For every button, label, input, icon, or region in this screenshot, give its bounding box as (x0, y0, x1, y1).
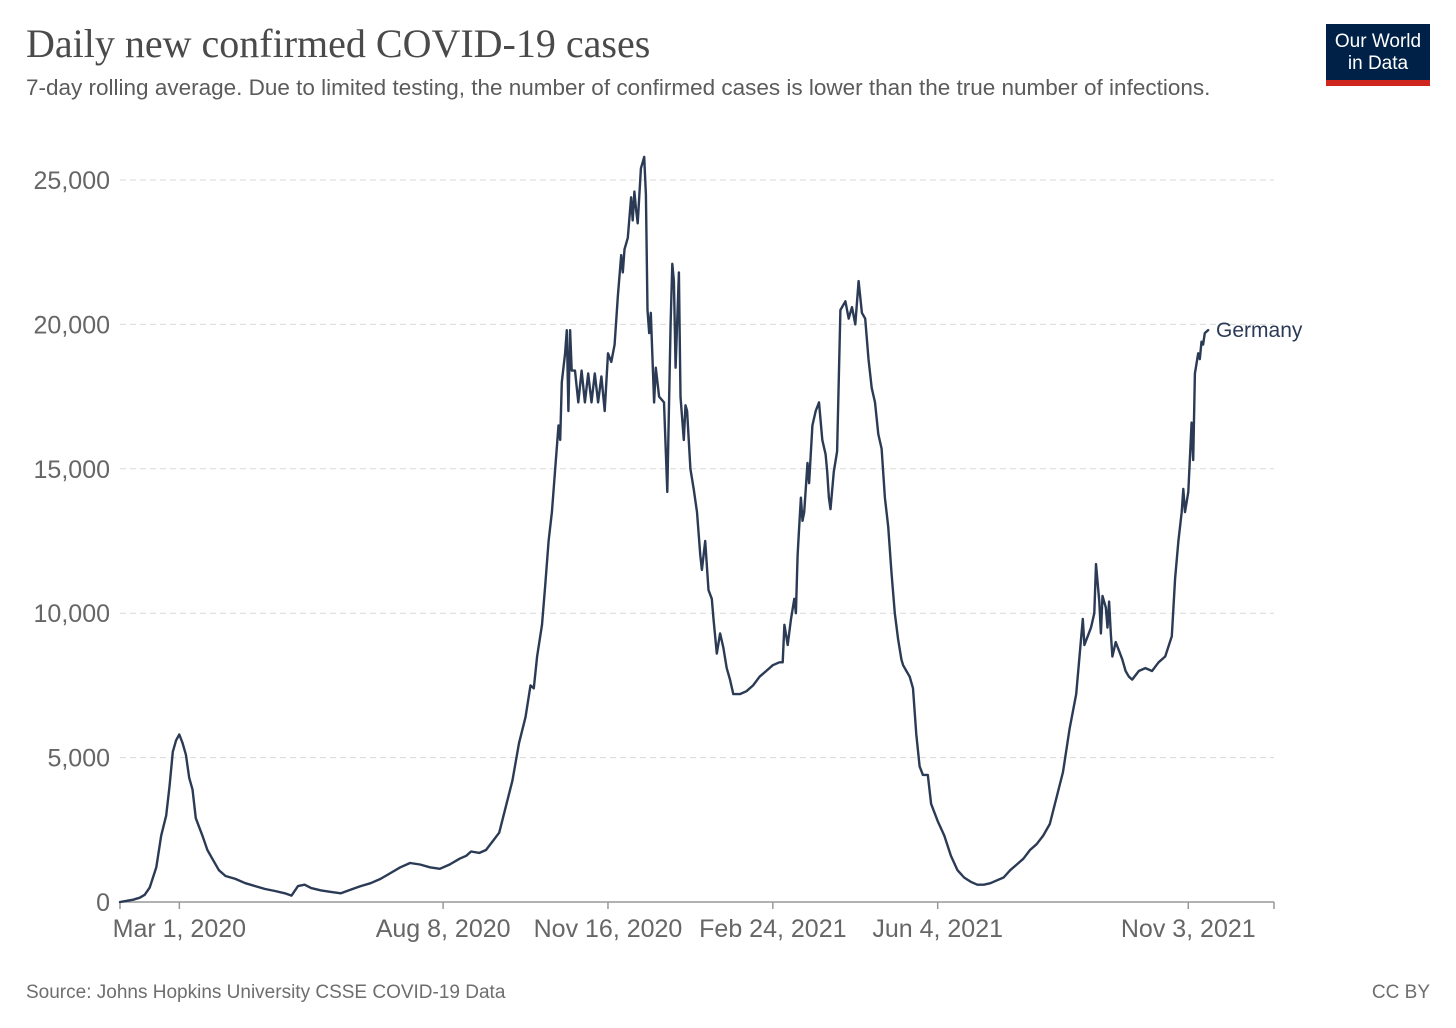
y-tick-label: 25,000 (34, 167, 110, 195)
y-tick-label: 20,000 (34, 311, 110, 339)
x-tick-label: Jun 4, 2021 (872, 915, 1003, 943)
source-note: Source: Johns Hopkins University CSSE CO… (26, 982, 506, 1003)
axis-layer: 0 5,000 10,000 15,000 20,000 25,000 Mar 1, 202… (34, 167, 1275, 943)
series-layer: Germany (118, 155, 1303, 904)
series-label[interactable]: Germany (1216, 319, 1303, 342)
license-link[interactable]: CC BY (1371, 982, 1430, 1003)
series-line-germany[interactable] (118, 155, 1210, 904)
grid-layer (120, 179, 1274, 759)
x-tick-label: Aug 8, 2020 (376, 915, 511, 943)
x-tick-label: Feb 24, 2021 (699, 915, 846, 943)
y-tick-label: 10,000 (34, 600, 110, 628)
x-tick-label: Nov 16, 2020 (534, 915, 683, 943)
logo-line-1: Our World (1334, 31, 1422, 52)
y-tick-label: 5,000 (47, 745, 110, 773)
y-tick-label: 15,000 (34, 456, 110, 484)
chart-subtitle: 7-day rolling average. Due to limited te… (26, 75, 1211, 100)
y-tick-label: 0 (96, 889, 110, 917)
x-tick-label: Nov 3, 2021 (1121, 915, 1256, 943)
x-tick-label: Mar 1, 2020 (113, 915, 246, 943)
logo-line-2: in Data (1347, 53, 1409, 74)
chart-title: Daily new confirmed COVID-19 cases (26, 21, 651, 66)
owid-logo[interactable]: Our World in Data (1326, 24, 1430, 86)
